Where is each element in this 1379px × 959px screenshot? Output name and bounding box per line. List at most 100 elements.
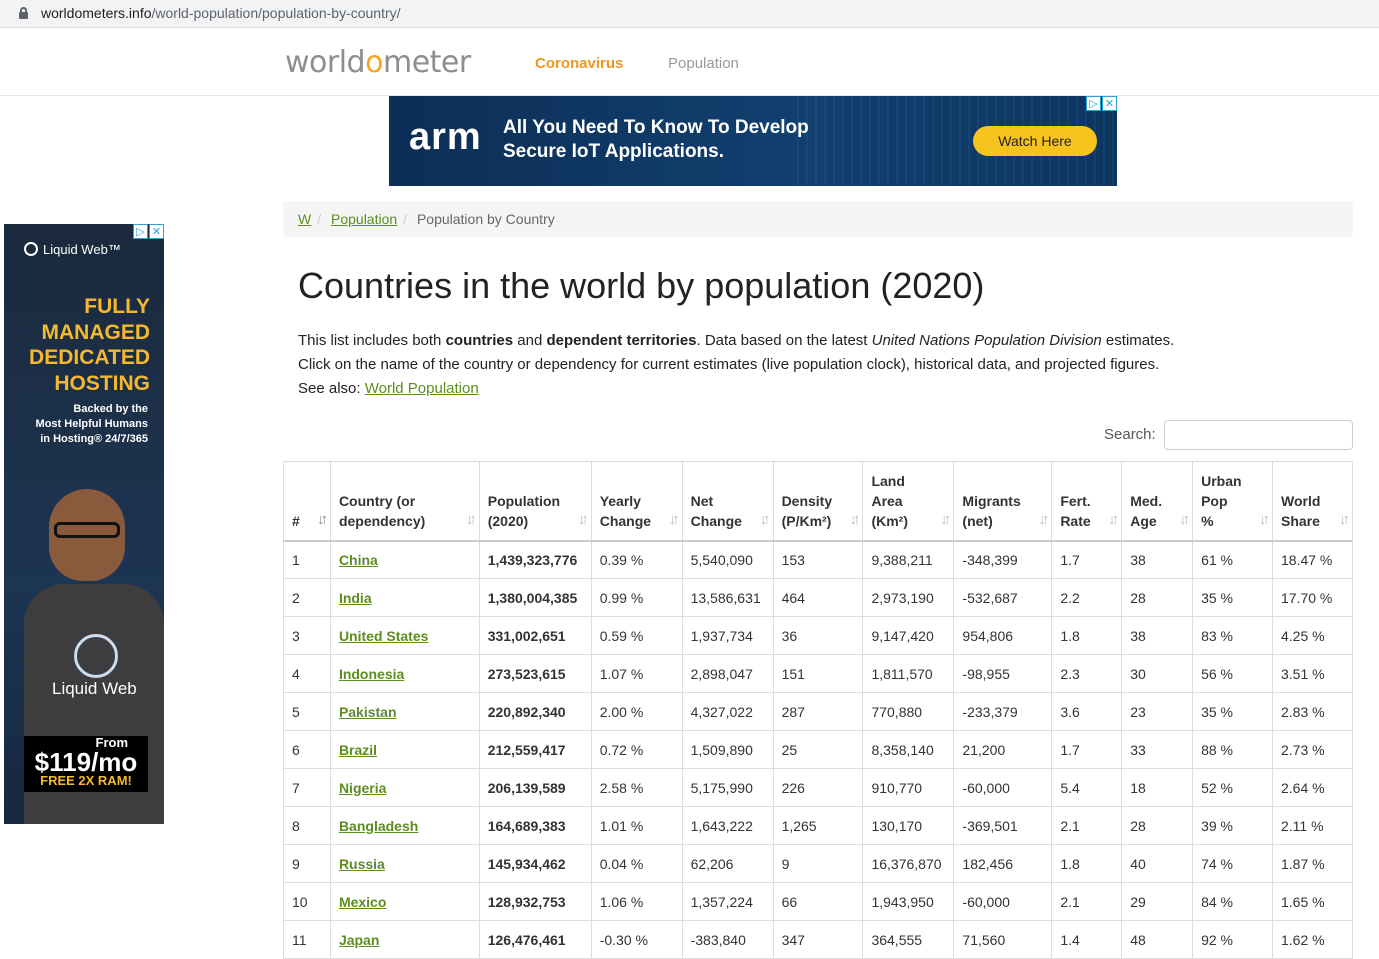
country-link[interactable]: Bangladesh (338, 817, 419, 834)
column-header[interactable]: Yearly Change ↓↑ (590, 461, 683, 542)
sort-icon[interactable]: ↓↑ (1258, 510, 1270, 528)
table-cell: 1,811,570 (862, 654, 955, 693)
country-link[interactable]: Russia (338, 855, 385, 872)
ad-price-box: From $119/mo FREE 2X RAM! (24, 736, 148, 792)
country-cell[interactable]: Mexico (329, 882, 480, 921)
table-cell: 13,586,631 (681, 578, 774, 617)
table-cell: 2.11 % (1271, 806, 1354, 845)
liquidweb-logo-icon (24, 242, 38, 256)
table-cell: 910,770 (862, 768, 955, 807)
country-link[interactable]: Indonesia (338, 665, 405, 682)
worldometer-logo[interactable]: worldometer (285, 45, 471, 80)
table-cell: 35 % (1192, 692, 1273, 731)
sort-asc-icon[interactable]: ↓↑ (316, 510, 328, 528)
sort-icon[interactable]: ↓↑ (1108, 510, 1119, 528)
country-cell[interactable]: Brazil (329, 730, 480, 769)
url-text[interactable]: worldometers.info/world-population/popul… (41, 5, 401, 21)
table-cell: 1,439,323,776 (478, 540, 592, 579)
table-cell: 1,943,950 (862, 882, 955, 921)
search-input[interactable] (1164, 420, 1353, 450)
country-link[interactable]: China (338, 551, 378, 568)
column-header[interactable]: World Share ↓↑ (1271, 461, 1354, 542)
page-title: Countries in the world by population (20… (298, 265, 985, 306)
column-header[interactable]: Fert. Rate ↓↑ (1051, 461, 1123, 542)
country-link[interactable]: Brazil (338, 741, 378, 758)
table-cell: 9,147,420 (862, 616, 955, 655)
country-link[interactable]: Nigeria (338, 779, 387, 796)
table-cell: 0.59 % (590, 616, 683, 655)
breadcrumb-population[interactable]: Population (331, 211, 398, 227)
table-cell: 2.3 (1051, 654, 1123, 693)
country-cell[interactable]: United States (329, 616, 480, 655)
sort-icon[interactable]: ↓↑ (465, 510, 477, 528)
country-cell[interactable]: Nigeria (329, 768, 480, 807)
country-link[interactable]: Mexico (338, 893, 387, 910)
table-cell: 2.1 (1051, 806, 1123, 845)
country-cell[interactable]: Indonesia (329, 654, 480, 693)
table-cell: 30 (1121, 654, 1194, 693)
sort-icon[interactable]: ↓↑ (1339, 510, 1350, 528)
column-header[interactable]: Land Area (Km²) ↓↑ (862, 461, 955, 542)
column-header[interactable]: Net Change ↓↑ (681, 461, 774, 542)
table-cell: 3 (283, 616, 331, 655)
table-row: 1 China 1,439,323,776 0.39 % 5,540,090 153 9,3… (283, 540, 1354, 579)
table-cell: 52 % (1192, 768, 1273, 807)
country-link[interactable]: United States (338, 627, 429, 644)
table-cell: 1,509,890 (681, 730, 774, 769)
sort-icon[interactable]: ↓↑ (759, 510, 771, 528)
table-cell: 1.8 (1051, 616, 1123, 655)
country-link[interactable]: India (338, 589, 372, 606)
country-cell[interactable]: India (329, 578, 480, 617)
column-header[interactable]: # ↓↑ (283, 461, 331, 542)
table-cell: 18.47 % (1271, 540, 1354, 579)
column-header[interactable]: Country (or dependency) ↓↑ (329, 461, 480, 542)
adchoices-icon[interactable]: ▷ ✕ (1085, 96, 1117, 111)
ad-watch-button[interactable]: Watch Here (973, 126, 1097, 156)
sort-icon[interactable]: ↓↑ (1179, 510, 1190, 528)
table-cell: 38 (1121, 540, 1194, 579)
address-bar[interactable]: worldometers.info/world-population/popul… (0, 0, 1379, 28)
sort-icon[interactable]: ↓↑ (1038, 510, 1049, 528)
country-cell[interactable]: Russia (329, 844, 480, 883)
table-cell: 56 % (1192, 654, 1273, 693)
country-link[interactable]: Pakistan (338, 703, 397, 720)
table-cell: 0.99 % (590, 578, 683, 617)
table-row: 9 Russia 145,934,462 0.04 % 62,206 9 16,376,87… (283, 844, 1354, 883)
column-header[interactable]: Med. Age ↓↑ (1121, 461, 1194, 542)
table-cell: 17.70 % (1271, 578, 1354, 617)
sort-icon[interactable]: ↓↑ (577, 510, 589, 528)
table-cell: -348,399 (953, 540, 1053, 579)
ad-headline: All You Need To Know To Develop Secure I… (503, 117, 809, 162)
table-cell: 2.83 % (1271, 692, 1354, 731)
table-cell: 287 (772, 692, 864, 731)
side-skyscraper-ad[interactable]: Liquid Web™ FULLY MANAGED DEDICATED HOST… (4, 224, 164, 824)
table-cell: 40 (1121, 844, 1194, 883)
table-cell: -233,379 (953, 692, 1053, 731)
table-cell: 33 (1121, 730, 1194, 769)
column-header[interactable]: Population (2020) ↓↑ (478, 461, 592, 542)
country-cell[interactable]: Pakistan (329, 692, 480, 731)
column-header[interactable]: Density (P/Km²) ↓↑ (772, 461, 864, 542)
table-cell: 2 (283, 578, 331, 617)
nav-coronavirus[interactable]: Coronavirus (535, 55, 624, 72)
table-cell: 1,643,222 (681, 806, 774, 845)
sort-icon[interactable]: ↓↑ (668, 510, 680, 528)
adchoices-icon[interactable]: ▷ ✕ (132, 224, 164, 239)
country-cell[interactable]: China (329, 540, 480, 579)
table-cell: 1,265 (772, 806, 864, 845)
nav-population[interactable]: Population (668, 55, 739, 72)
column-header[interactable]: Migrants (net) ↓↑ (953, 461, 1053, 542)
table-cell: 2.1 (1051, 882, 1123, 921)
top-banner-ad[interactable]: arm All You Need To Know To Develop Secu… (389, 96, 1117, 186)
table-cell: 226 (772, 768, 864, 807)
table-cell: -532,687 (953, 578, 1053, 617)
world-population-link[interactable]: World Population (364, 380, 479, 397)
column-header[interactable]: Urban Pop% ↓↑ (1192, 461, 1273, 542)
table-cell: 182,456 (953, 844, 1053, 883)
country-cell[interactable]: Bangladesh (329, 806, 480, 845)
sort-icon[interactable]: ↓↑ (940, 510, 951, 528)
breadcrumb-home[interactable]: W (298, 211, 312, 227)
table-cell: 1.87 % (1271, 844, 1354, 883)
sort-icon[interactable]: ↓↑ (849, 510, 860, 528)
table-cell: 66 (772, 882, 864, 921)
